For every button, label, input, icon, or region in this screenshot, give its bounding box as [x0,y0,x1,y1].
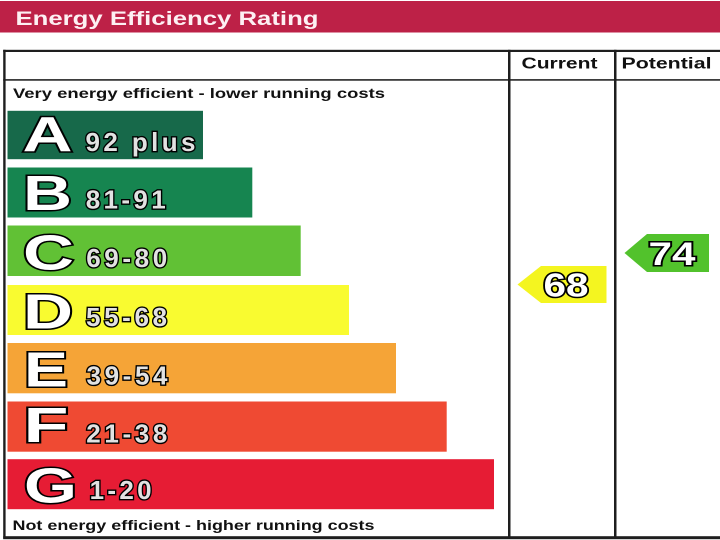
svg-text:Not energy efficient - higher: Not energy efficient - higher running co… [13,517,375,533]
svg-text:Very energy efficient - lower: Very energy efficient - lower running co… [13,85,385,101]
svg-text:B: B [23,167,72,221]
svg-text:68: 68 [544,267,589,304]
svg-text:39-54: 39-54 [87,360,169,390]
svg-text:55-68: 55-68 [86,302,167,332]
svg-text:74: 74 [649,236,696,272]
svg-text:Current: Current [522,56,599,73]
svg-text:69-80: 69-80 [86,243,167,273]
svg-text:C: C [23,227,74,281]
svg-text:E: E [24,343,68,397]
svg-text:1-20: 1-20 [90,475,152,505]
svg-text:Energy Efficiency Rating: Energy Efficiency Rating [16,9,319,30]
svg-text:D: D [23,286,73,340]
svg-text:F: F [24,399,69,453]
svg-text:Potential: Potential [622,56,712,73]
svg-text:A: A [23,108,73,162]
svg-text:81-91: 81-91 [86,185,166,215]
svg-text:21-38: 21-38 [86,419,167,449]
svg-text:G: G [24,460,77,514]
